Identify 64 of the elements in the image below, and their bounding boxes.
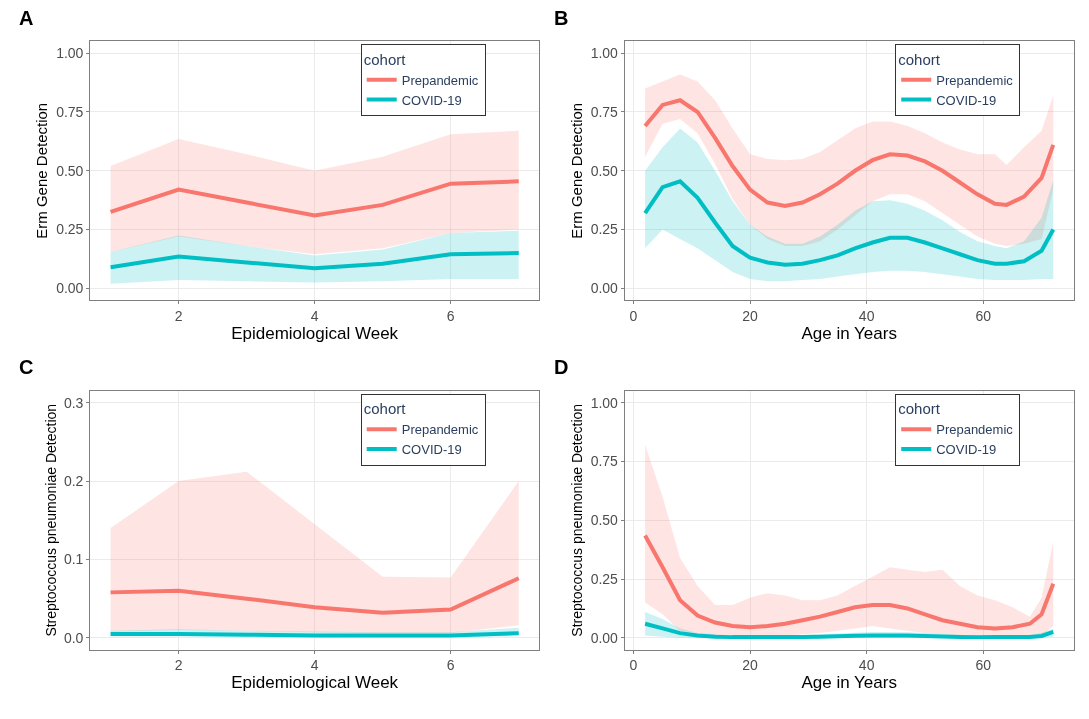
x-tick-label: 40: [858, 657, 875, 674]
x-tick-label: 20: [742, 657, 759, 674]
legend-title: cohort: [363, 50, 407, 68]
y-tick-label: 0.00: [590, 280, 619, 297]
x-axis-title: Epidemiological Week: [231, 673, 399, 693]
x-axis-title: Age in Years: [801, 323, 897, 343]
y-tick-label: 0.3: [63, 394, 84, 411]
x-tick-label: 60: [975, 657, 992, 674]
x-tick-label: 4: [310, 657, 319, 674]
x-axis-title: Age in Years: [801, 673, 897, 693]
y-tick-label: 1.00: [590, 45, 619, 62]
y-tick-label: 1.00: [56, 45, 84, 62]
y-tick-label: 0.2: [63, 472, 84, 489]
x-tick-label: 0: [629, 307, 638, 324]
x-tick-label: 0: [629, 657, 638, 674]
chart-title: B: [554, 7, 569, 29]
y-tick-label: 0.50: [590, 162, 619, 179]
x-tick-label: 6: [446, 657, 455, 674]
line-series: [643, 621, 1056, 640]
legend-title: cohort: [898, 400, 941, 418]
y-tick-label: 0.50: [56, 162, 84, 179]
x-tick-label: 2: [174, 307, 183, 324]
x-tick-label: 20: [742, 307, 759, 324]
line-series: [643, 533, 1056, 631]
x-axis-title: Epidemiological Week: [231, 323, 399, 343]
legend-label: Prepandemic: [401, 72, 479, 88]
x-tick-label: 6: [446, 307, 455, 324]
legend-label: COVID-19: [936, 92, 997, 108]
y-tick-label: 0.0: [63, 629, 84, 646]
line-series: [643, 98, 1056, 209]
y-axis-title: Erm Gene Detection: [567, 102, 585, 239]
x-tick-label: 2: [174, 657, 183, 674]
x-tick-label: 60: [975, 307, 992, 324]
y-tick-label: 0.75: [590, 453, 619, 470]
y-tick-label: 0.25: [590, 570, 619, 587]
y-tick-label: 0.50: [590, 512, 619, 529]
y-tick-label: 1.00: [590, 394, 619, 411]
y-tick-label: 0.00: [590, 629, 619, 646]
y-axis-title: Streptococcus pneumoniae Detection: [42, 403, 59, 637]
legend-title: cohort: [898, 50, 941, 68]
legend-label: Prepandemic: [936, 422, 1014, 438]
y-tick-label: 0.25: [590, 221, 619, 238]
chart-title: D: [554, 356, 569, 378]
legend-label: COVID-19: [401, 442, 462, 458]
y-tick-label: 0.1: [63, 551, 84, 568]
chart-title: A: [19, 7, 34, 29]
line-series: [643, 179, 1056, 267]
legend-label: COVID-19: [401, 92, 462, 108]
chart-title: C: [19, 356, 34, 378]
legend-label: Prepandemic: [401, 422, 479, 438]
y-tick-label: 0.00: [56, 280, 84, 297]
y-axis-title: Streptococcus pneumoniae Detection: [569, 403, 586, 637]
legend-label: COVID-19: [936, 442, 997, 458]
y-tick-label: 0.25: [56, 221, 84, 238]
y-tick-label: 0.75: [56, 103, 84, 120]
y-tick-label: 0.75: [590, 103, 619, 120]
x-tick-label: 4: [310, 307, 319, 324]
legend-label: Prepandemic: [936, 72, 1014, 88]
x-tick-label: 40: [858, 307, 875, 324]
line-series: [108, 251, 521, 271]
line-series: [108, 179, 521, 218]
line-series: [108, 576, 521, 615]
legend-title: cohort: [363, 400, 407, 418]
y-axis-title: Erm Gene Detection: [33, 102, 51, 239]
